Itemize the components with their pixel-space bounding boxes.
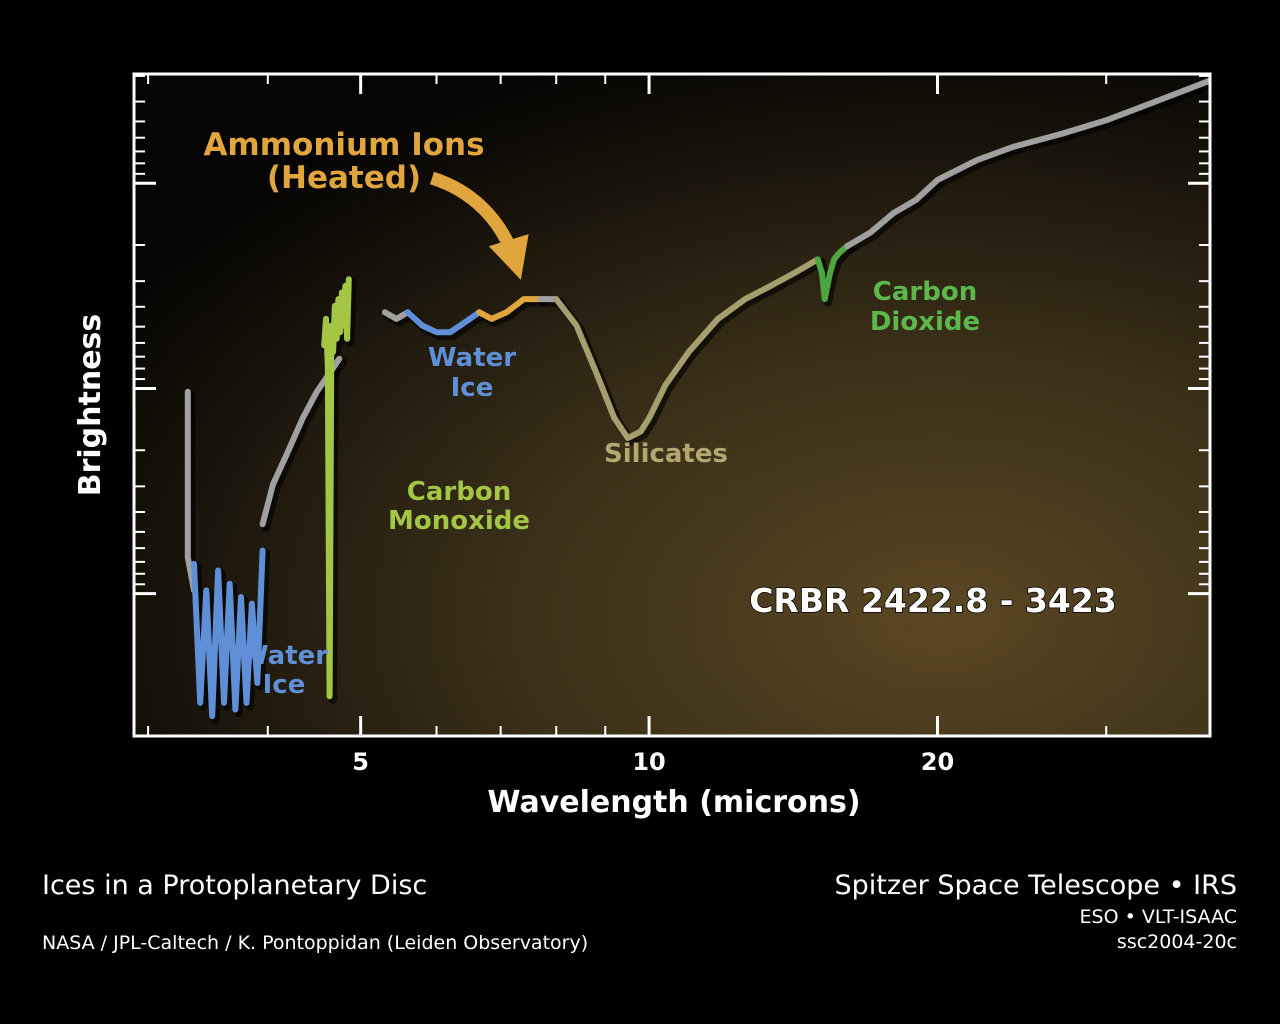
- ammonium-arrow: [429, 171, 529, 280]
- plot-frame: [132, 72, 1212, 738]
- annotation-ammonium-line2: (Heated): [267, 160, 421, 196]
- annotation-silicates: Silicates: [604, 439, 728, 469]
- x-tick-label: 5: [352, 748, 369, 776]
- series-shadow-line: [845, 79, 1210, 254]
- x-tick-labels: 5 10 20: [352, 748, 954, 776]
- spectrum-segment-6: [476, 296, 544, 322]
- x-axis-label: Wavelength (microns): [487, 785, 860, 820]
- annotation-water-ice-low-line2: Ice: [263, 670, 306, 700]
- annotation-co-line2: Monoxide: [388, 506, 530, 536]
- spectrum-segment-1: [191, 547, 266, 720]
- chart-title: CRBR 2422.8 - 3423: [749, 581, 1117, 620]
- annotation-ammonium-line1: Ammonium Ions: [203, 127, 484, 163]
- annotation-water-ice-mid-line1: Water: [428, 343, 516, 373]
- x-tick-label: 20: [921, 748, 954, 776]
- caption-credit: NASA / JPL-Caltech / K. Pontoppidan (Lei…: [42, 932, 589, 954]
- annotation-co2-line2: Dioxide: [870, 307, 980, 337]
- annotation-water-ice-low-line1: Water: [240, 641, 328, 671]
- image-id: ssc2004-20c: [1116, 931, 1237, 953]
- spectrum-segment-4: [381, 309, 411, 322]
- annotation-co-line1: Carbon: [407, 477, 511, 507]
- spectrum-segment-5: [404, 309, 483, 336]
- x-tick-label: 10: [632, 748, 665, 776]
- instrument-subtitle: ESO • VLT-ISAAC: [1079, 906, 1237, 928]
- spectrum-segment-3: [321, 276, 352, 700]
- spectrum-segment-10: [844, 77, 1210, 250]
- annotation-co2-line1: Carbon: [873, 277, 977, 307]
- spectrum-segment-8: [553, 256, 821, 442]
- caption-title: Ices in a Protoplanetary Disc: [42, 870, 428, 901]
- spectrum-segment-9: [814, 243, 851, 303]
- annotation-water-ice-mid-line2: Ice: [451, 373, 494, 403]
- y-axis-label: Brightness: [73, 314, 108, 497]
- axis-ticks: [134, 74, 1210, 736]
- instrument-title: Spitzer Space Telescope • IRS: [834, 870, 1237, 901]
- series-layer: [184, 77, 1210, 720]
- spectrum-chart: 5 10 20 Wavelength (microns) Brightness Am…: [73, 72, 1212, 820]
